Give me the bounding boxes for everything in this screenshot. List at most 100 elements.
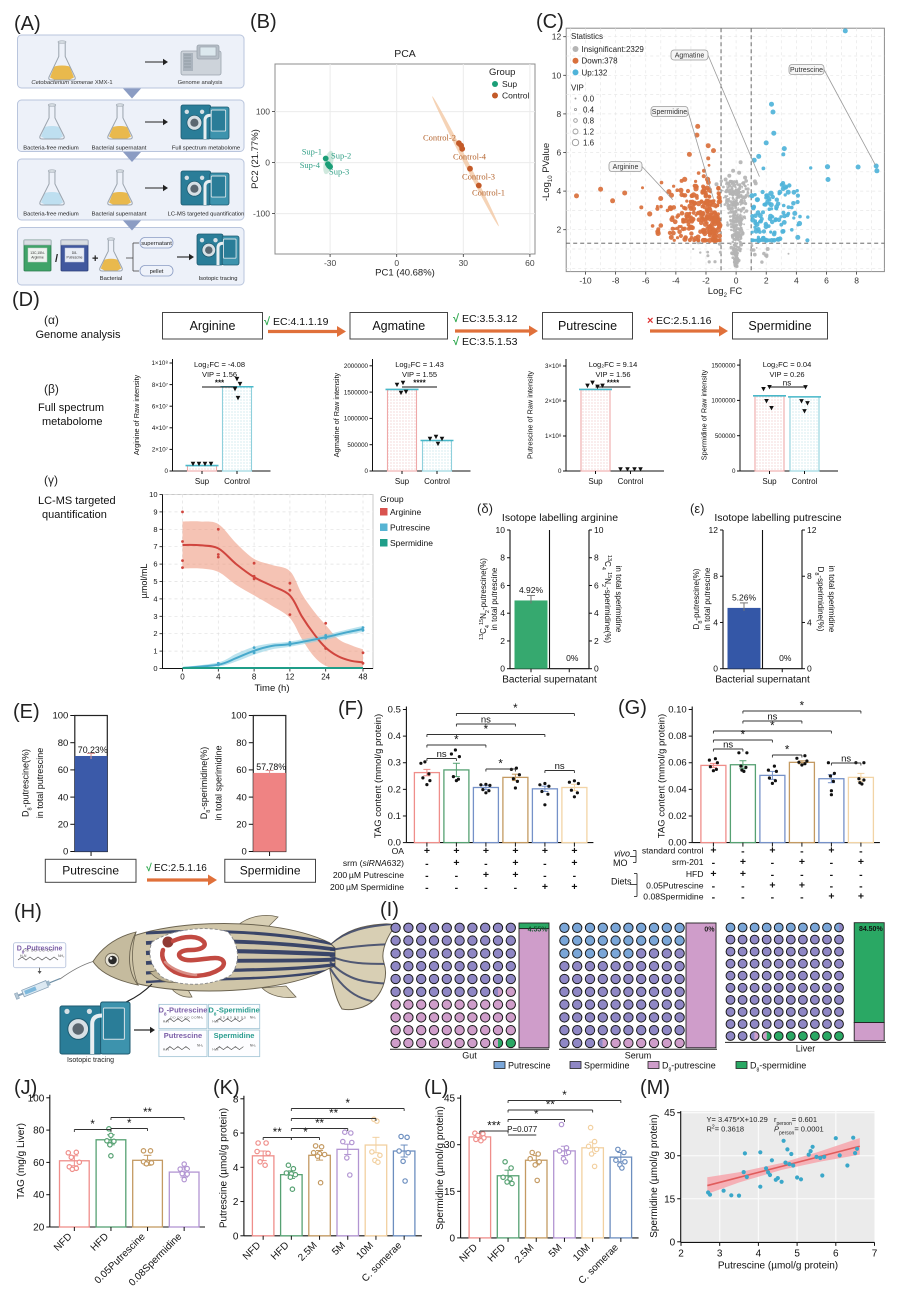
svg-text:0.5: 0.5 bbox=[388, 705, 401, 716]
svg-text:+: + bbox=[799, 856, 805, 868]
svg-text:D D: D D bbox=[177, 1015, 183, 1019]
svg-text:4: 4 bbox=[594, 608, 599, 618]
svg-text:12: 12 bbox=[552, 32, 562, 42]
svg-text:4×10⁷: 4×10⁷ bbox=[152, 425, 168, 432]
svg-text:Agmatine of Raw intensity: Agmatine of Raw intensity bbox=[332, 372, 341, 457]
svg-text:100: 100 bbox=[231, 711, 247, 722]
svg-text:0: 0 bbox=[165, 468, 169, 475]
svg-text:+: + bbox=[512, 845, 518, 857]
svg-text:0.4: 0.4 bbox=[388, 731, 401, 742]
svg-text:D8-putrescine(%): D8-putrescine(%) bbox=[20, 749, 33, 817]
svg-text:0: 0 bbox=[713, 664, 718, 674]
svg-text:0.08Spermidine: 0.08Spermidine bbox=[643, 892, 703, 902]
svg-text:+: + bbox=[769, 845, 775, 857]
svg-text:8: 8 bbox=[153, 525, 157, 534]
svg-text:-2: -2 bbox=[702, 276, 710, 286]
svg-text:+: + bbox=[571, 845, 577, 857]
svg-text:2: 2 bbox=[500, 636, 505, 646]
svg-text:OA: OA bbox=[392, 846, 405, 856]
svg-text:(I): (I) bbox=[380, 899, 399, 921]
svg-text:*: * bbox=[534, 1109, 539, 1121]
svg-text:Arginine: Arginine bbox=[390, 507, 421, 517]
svg-text:NH₂: NH₂ bbox=[197, 1016, 204, 1020]
svg-text:5.26%: 5.26% bbox=[732, 592, 757, 602]
svg-text:80: 80 bbox=[236, 738, 247, 749]
svg-text:500000: 500000 bbox=[715, 433, 736, 440]
svg-text:Bacterial supernatant: Bacterial supernatant bbox=[92, 146, 147, 152]
svg-text:Spermidine of Raw intensity: Spermidine of Raw intensity bbox=[700, 369, 709, 460]
svg-text:4: 4 bbox=[756, 1248, 762, 1259]
svg-text:2: 2 bbox=[678, 1248, 684, 1259]
svg-text:-: - bbox=[771, 857, 775, 869]
svg-text:vivo: vivo bbox=[614, 849, 630, 859]
svg-text:-: - bbox=[800, 892, 804, 904]
svg-text:Full spectrum: Full spectrum bbox=[38, 402, 104, 414]
svg-text:-: - bbox=[573, 870, 577, 882]
svg-text:0.04: 0.04 bbox=[668, 784, 687, 795]
svg-text:24: 24 bbox=[321, 673, 330, 682]
svg-text:in total putrescine: in total putrescine bbox=[35, 748, 45, 819]
svg-text:(ε): (ε) bbox=[690, 501, 704, 516]
svg-text:4.55%: 4.55% bbox=[528, 927, 549, 934]
svg-text:Control-2: Control-2 bbox=[423, 133, 456, 143]
svg-text:84.50%: 84.50% bbox=[859, 926, 884, 933]
svg-text:10: 10 bbox=[552, 70, 562, 80]
svg-text:PCA: PCA bbox=[394, 48, 416, 60]
svg-text:Y= 3.475*X+10.29: Y= 3.475*X+10.29 bbox=[707, 1115, 768, 1124]
svg-text:H₂N: H₂N bbox=[20, 954, 27, 958]
svg-text:Bacterial supernatant: Bacterial supernatant bbox=[502, 675, 597, 686]
svg-text:D D: D D bbox=[227, 1015, 233, 1019]
svg-text:-: - bbox=[712, 880, 716, 892]
svg-text:3: 3 bbox=[153, 612, 157, 621]
svg-text:*: * bbox=[303, 1127, 308, 1139]
svg-text:80: 80 bbox=[33, 1126, 45, 1137]
svg-text:Insignificant:2329: Insignificant:2329 bbox=[582, 45, 645, 54]
svg-text:*: * bbox=[770, 721, 775, 733]
svg-text:100: 100 bbox=[28, 1093, 45, 1104]
svg-text:HFD: HFD bbox=[686, 869, 704, 879]
svg-text:0.4: 0.4 bbox=[583, 106, 595, 115]
svg-text:Control: Control bbox=[502, 91, 530, 101]
svg-text:Sup: Sup bbox=[588, 477, 603, 486]
svg-text:×: × bbox=[647, 315, 653, 327]
svg-text:-: - bbox=[543, 858, 547, 870]
svg-text:0: 0 bbox=[670, 1237, 676, 1248]
svg-text:+: + bbox=[769, 879, 775, 891]
svg-text:metabolome: metabolome bbox=[42, 416, 103, 428]
svg-text:2×10⁷: 2×10⁷ bbox=[152, 447, 168, 454]
svg-text:0: 0 bbox=[558, 468, 562, 475]
svg-text:0.02: 0.02 bbox=[668, 811, 687, 822]
svg-text:Serum: Serum bbox=[625, 1050, 652, 1060]
svg-text:-: - bbox=[800, 869, 804, 881]
svg-text:0.1: 0.1 bbox=[388, 811, 401, 822]
svg-text:Log₂FC = -4.08: Log₂FC = -4.08 bbox=[194, 360, 245, 369]
svg-text:VIP = 1.56: VIP = 1.56 bbox=[595, 370, 630, 379]
svg-text:D D: D D bbox=[170, 1015, 176, 1019]
svg-text:(H): (H) bbox=[14, 901, 42, 923]
svg-text:1500000: 1500000 bbox=[344, 389, 369, 396]
svg-text:3: 3 bbox=[717, 1248, 723, 1259]
svg-text:Up:132: Up:132 bbox=[582, 68, 608, 77]
svg-text:NH₂: NH₂ bbox=[58, 954, 65, 958]
svg-text:Control-4: Control-4 bbox=[453, 152, 487, 162]
svg-text:60: 60 bbox=[525, 258, 535, 268]
svg-text:Agmatine: Agmatine bbox=[675, 53, 705, 60]
svg-text:D8-spermidine: D8-spermidine bbox=[750, 1061, 806, 1074]
svg-text:TAG (mg/g Liver): TAG (mg/g Liver) bbox=[16, 1123, 27, 1199]
svg-text:ns: ns bbox=[783, 379, 791, 388]
svg-text:Arginine of Raw intensity: Arginine of Raw intensity bbox=[132, 374, 141, 455]
svg-text:-10: -10 bbox=[579, 276, 592, 286]
svg-text:2: 2 bbox=[233, 1197, 239, 1208]
svg-text:NH₂: NH₂ bbox=[250, 1016, 257, 1020]
svg-text:7: 7 bbox=[153, 542, 157, 551]
svg-text:D D: D D bbox=[47, 949, 53, 953]
svg-text:EC:3.5.1.53: EC:3.5.1.53 bbox=[462, 336, 518, 348]
svg-text:Time (h): Time (h) bbox=[254, 683, 289, 694]
svg-text:Arginine: Arginine bbox=[190, 319, 236, 333]
svg-text:VIP = 1.56: VIP = 1.56 bbox=[202, 370, 237, 379]
svg-text:4: 4 bbox=[153, 594, 157, 603]
svg-text:P=0.077: P=0.077 bbox=[507, 1125, 538, 1134]
svg-text:+: + bbox=[483, 845, 489, 857]
svg-text:+: + bbox=[710, 845, 716, 857]
svg-text:D D: D D bbox=[234, 1015, 240, 1019]
